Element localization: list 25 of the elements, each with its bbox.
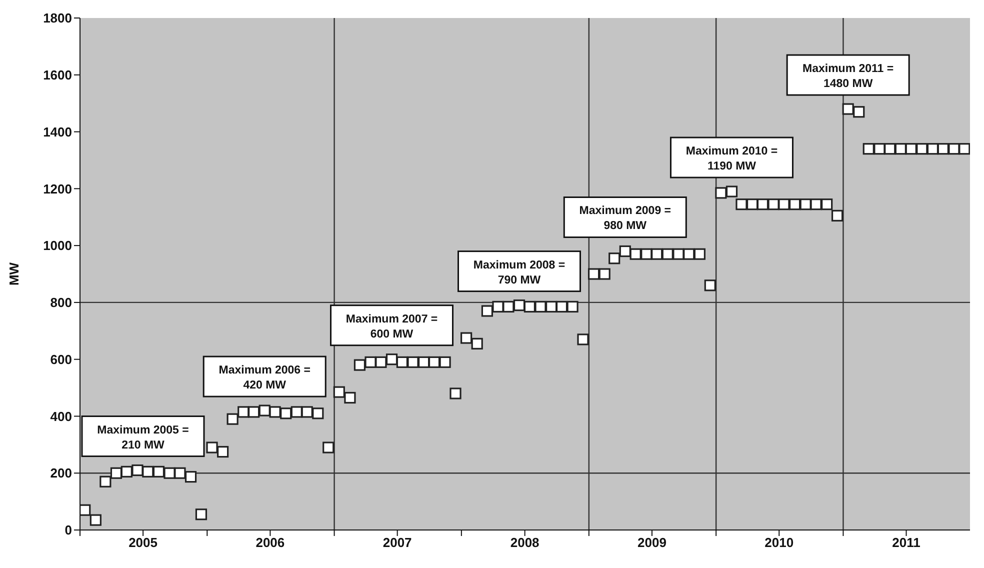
annotation: Maximum 2010 = 1190 MW [686, 146, 778, 173]
annotation: Maximum 2005 = 210 MW [97, 424, 190, 452]
annotation: Maximum 2009 = 980 MW [579, 205, 672, 232]
x-tick-label: 2006 [256, 535, 285, 550]
x-tick-label: 2008 [510, 535, 540, 550]
x-tick-label: 2011 [892, 535, 920, 550]
y-tick-label: 1000 [43, 238, 72, 254]
annotation: Maximum 2006 = 420 MW [218, 364, 311, 392]
annotation: Maximum 2008 = 790 MW [473, 259, 566, 286]
y-tick-label: 400 [50, 408, 72, 424]
y-tick-label: 1400 [43, 124, 72, 140]
x-tick-label: 2007 [382, 535, 412, 550]
y-tick-label: 600 [50, 352, 72, 367]
y-tick-label: 200 [50, 466, 72, 481]
y-tick-label: 1800 [43, 10, 72, 26]
x-tick-label: 2009 [638, 535, 666, 550]
y-tick-label: 1200 [43, 181, 72, 196]
y-tick-label: 800 [50, 295, 72, 310]
y-tick-label: 1600 [43, 68, 72, 83]
x-tick-label: 2005 [128, 535, 158, 550]
y-axis-title: MW [6, 262, 22, 286]
y-tick-label: 0 [64, 522, 72, 538]
annotation: Maximum 2011 = 1480 MW [802, 63, 894, 90]
x-tick-label: 2010 [764, 535, 794, 550]
annotation: Maximum 2007 = 600 MW [346, 313, 438, 340]
